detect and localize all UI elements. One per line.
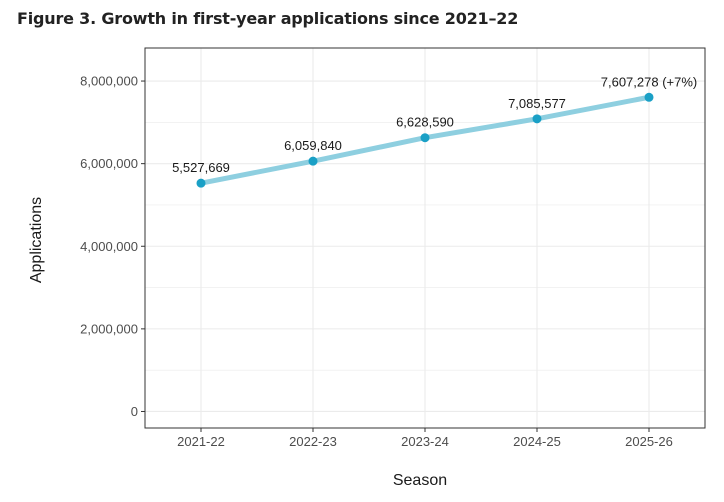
y-tick-label: 4,000,000 bbox=[80, 239, 138, 254]
y-tick-label: 0 bbox=[131, 404, 138, 419]
data-labels: 5,527,669 6,059,840 6,628,590 7,085,577 7,60… bbox=[172, 74, 697, 175]
y-tick-label: 6,000,000 bbox=[80, 156, 138, 171]
data-label: 7,085,577 bbox=[508, 96, 566, 111]
x-tick-label: 2023-24 bbox=[401, 434, 449, 449]
gridlines bbox=[145, 48, 705, 428]
data-point bbox=[420, 133, 430, 143]
data-label: 5,527,669 bbox=[172, 160, 230, 175]
data-point bbox=[308, 156, 318, 166]
chart-title: Figure 3. Growth in first-year applicati… bbox=[17, 9, 519, 28]
x-tick-label: 2024-25 bbox=[513, 434, 561, 449]
x-tick-label: 2022-23 bbox=[289, 434, 337, 449]
data-point bbox=[644, 92, 654, 102]
data-point bbox=[532, 114, 542, 124]
axis-ticks: 0 2,000,000 4,000,000 6,000,000 8,000,000 202… bbox=[80, 74, 673, 449]
data-label: 6,059,840 bbox=[284, 138, 342, 153]
x-tick-label: 2021-22 bbox=[177, 434, 225, 449]
x-tick-label: 2025-26 bbox=[625, 434, 673, 449]
y-tick-label: 2,000,000 bbox=[80, 321, 138, 336]
x-axis-title: Season bbox=[393, 472, 447, 489]
data-point bbox=[196, 178, 206, 188]
y-axis-title: Applications bbox=[28, 197, 45, 283]
data-label: 6,628,590 bbox=[396, 115, 454, 130]
series-marks bbox=[196, 92, 654, 188]
data-label: 7,607,278 (+7%) bbox=[601, 74, 697, 89]
y-tick-label: 8,000,000 bbox=[80, 74, 138, 89]
